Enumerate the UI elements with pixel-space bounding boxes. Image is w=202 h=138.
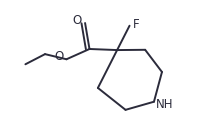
- Text: NH: NH: [155, 98, 172, 111]
- Text: O: O: [73, 14, 82, 27]
- Text: F: F: [133, 18, 139, 31]
- Text: O: O: [54, 50, 63, 63]
